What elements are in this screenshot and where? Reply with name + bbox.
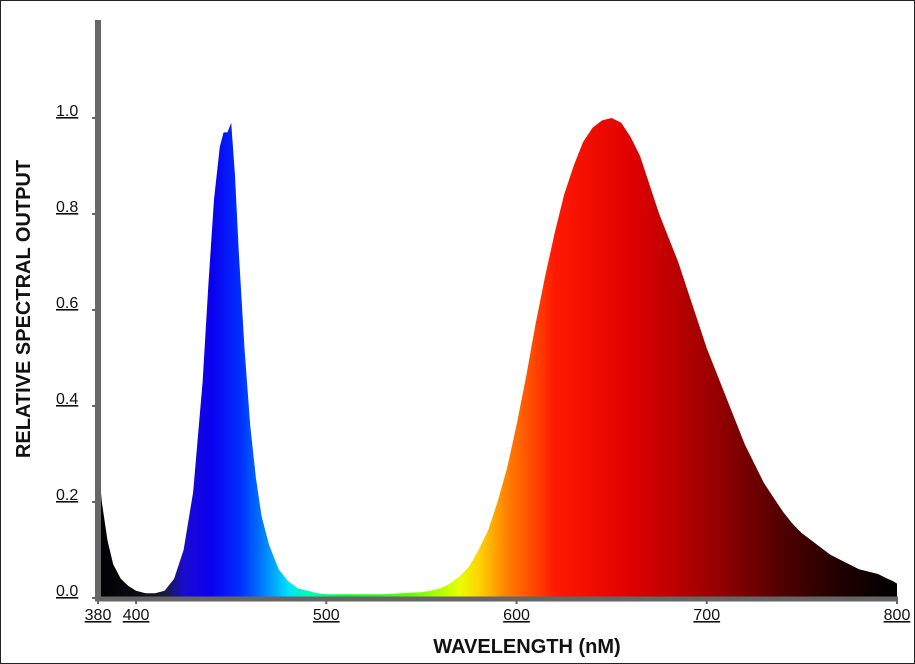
y-tick-labels: 0.0 0.2 0.4 0.6 0.8 1.0 [56, 103, 98, 600]
y-tick-label: 0.6 [56, 295, 78, 312]
x-tick-label: 800 [884, 607, 911, 624]
x-tick-label: 500 [313, 607, 340, 624]
y-tick-label: 0.2 [56, 487, 78, 504]
y-tick-label: 0.4 [56, 391, 78, 408]
x-axis-title: WAVELENGTH (nM) [433, 636, 620, 658]
plot-area [98, 118, 897, 598]
y-tick-label: 0.8 [56, 199, 78, 216]
x-tick-label: 700 [693, 607, 720, 624]
x-tick-label: 380 [85, 607, 112, 624]
x-tick-labels: 380 400 500 600 700 800 [85, 598, 911, 624]
y-tick-label: 0.0 [56, 583, 78, 600]
x-tick-label: 400 [123, 607, 150, 624]
y-tick-label: 1.0 [56, 103, 78, 120]
x-tick-label: 600 [503, 607, 530, 624]
spectral-output-area [98, 118, 897, 598]
y-axis-title: RELATIVE SPECTRAL OUTPUT [13, 160, 35, 458]
